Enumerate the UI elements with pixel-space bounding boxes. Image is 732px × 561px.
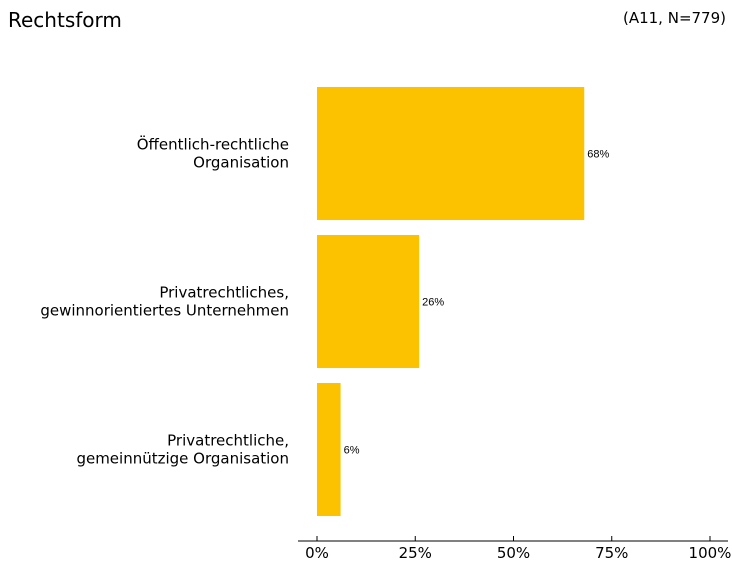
category-label: Öffentlich-rechtliche Organisation [137, 135, 289, 172]
x-tick-label: 25% [399, 544, 432, 561]
bar [317, 235, 420, 368]
sample-note: (A11, N=779) [622, 9, 726, 27]
value-label: 68% [587, 149, 609, 161]
category-label: Privatrechtliche, gemeinnützige Organisat… [76, 432, 289, 468]
x-tick-label: 50% [497, 544, 530, 561]
category-label: Privatrechtliches, gewinnorientiertes Unt… [40, 284, 289, 320]
bar [317, 87, 585, 220]
chart-title: Rechtsform [8, 8, 122, 32]
value-label: 26% [422, 297, 444, 309]
bar [317, 383, 341, 516]
x-tick-label: 75% [595, 544, 628, 561]
x-tick-label: 0% [305, 544, 329, 561]
x-tick-label: 100% [689, 544, 732, 561]
value-label: 6% [344, 445, 360, 457]
